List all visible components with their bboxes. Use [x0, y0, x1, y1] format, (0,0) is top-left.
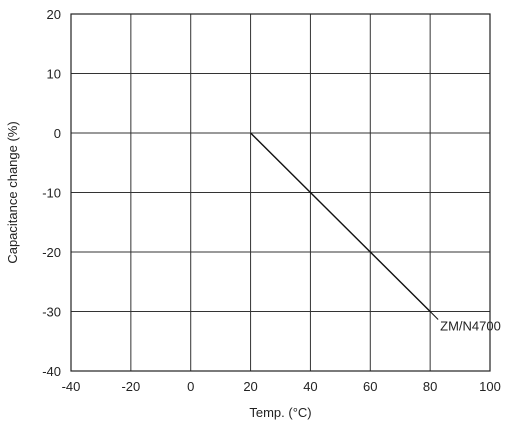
series-annotation-label: ZM/N4700	[440, 319, 501, 334]
y-tick-label: -40	[42, 364, 61, 379]
annotation-leader	[429, 311, 439, 320]
x-tick-label: 60	[363, 379, 377, 394]
x-tick-label: -40	[62, 379, 81, 394]
y-tick-label: -10	[42, 186, 61, 201]
y-tick-label: 20	[47, 7, 61, 22]
y-tick-label: -20	[42, 245, 61, 260]
y-tick-labels: -40 -30 -20 -10 0 10 20	[42, 7, 61, 379]
x-axis-title: Temp. (°C)	[249, 405, 311, 420]
plot-frame	[70, 13, 491, 372]
x-tick-label: 20	[243, 379, 257, 394]
grid	[70, 13, 491, 372]
series-layer	[250, 132, 431, 312]
x-tick-label: -20	[121, 379, 140, 394]
x-tick-label: 100	[479, 379, 501, 394]
y-tick-label: 0	[54, 126, 61, 141]
y-tick-label: -30	[42, 305, 61, 320]
y-tick-label: 10	[47, 67, 61, 82]
x-tick-labels: -40 -20 0 20 40 60 80 100	[62, 379, 501, 394]
x-tick-label: 0	[187, 379, 194, 394]
x-tick-label: 80	[423, 379, 437, 394]
y-axis-title: Capacitance change (%)	[5, 121, 20, 263]
annotations: ZM/N4700	[429, 311, 501, 334]
x-tick-label: 40	[303, 379, 317, 394]
series-line	[250, 132, 431, 312]
